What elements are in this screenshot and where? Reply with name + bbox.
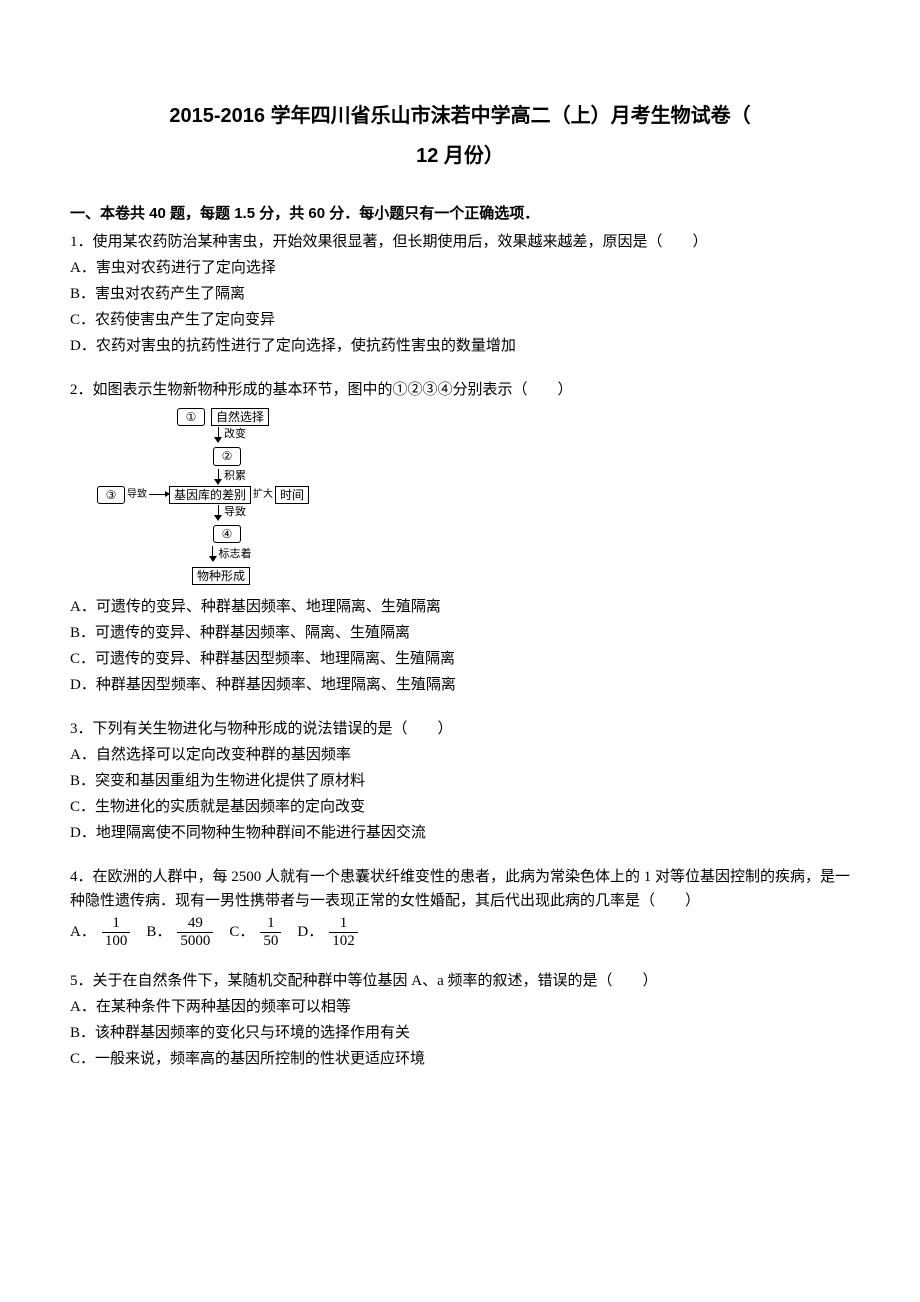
- diagram-box-time: 时间: [275, 486, 309, 504]
- diagram-box-1: ①: [177, 408, 205, 426]
- question-4: 4．在欧洲的人群中，每 2500 人就有一个患囊状纤维变性的患者，此病为常染色体…: [70, 865, 850, 949]
- q4-a-label: A．: [70, 920, 96, 944]
- q4-d-num: 1: [329, 915, 358, 933]
- q1-option-c: C．农药使害虫产生了定向变异: [70, 308, 850, 332]
- q4-a-num: 1: [102, 915, 131, 933]
- q2-option-a: A．可遗传的变异、种群基因频率、地理隔离、生殖隔离: [70, 595, 850, 619]
- q2-option-d: D．种群基因型频率、种群基因频率、地理隔离、生殖隔离: [70, 673, 850, 697]
- q4-d-den: 102: [329, 933, 358, 950]
- question-1: 1．使用某农药防治某种害虫，开始效果很显著，但长期使用后，效果越来越差，原因是（…: [70, 230, 850, 358]
- q2-diagram: ① 自然选择 改变 ② 积累 ③ 导致 基因库的差别 扩大 时间: [88, 408, 850, 587]
- q4-b-den: 5000: [177, 933, 213, 950]
- section-header: 一、本卷共 40 题，每题 1.5 分，共 60 分．每小题只有一个正确选项．: [70, 202, 850, 226]
- q4-c-label: C．: [229, 920, 254, 944]
- q1-option-b: B．害虫对农药产生了隔离: [70, 282, 850, 306]
- q3-option-d: D．地理隔离使不同物种生物种群间不能进行基因交流: [70, 821, 850, 845]
- diagram-label-accumulate: 积累: [224, 468, 246, 486]
- question-2: 2．如图表示生物新物种形成的基本环节，图中的①②③④分别表示（ ） ① 自然选择…: [70, 378, 850, 697]
- q4-c-fraction: 1 50: [260, 915, 281, 949]
- q3-option-c: C．生物进化的实质就是基因频率的定向改变: [70, 795, 850, 819]
- diagram-box-natural-selection: 自然选择: [211, 408, 269, 426]
- question-3: 3．下列有关生物进化与物种形成的说法错误的是（ ） A．自然选择可以定向改变种群…: [70, 717, 850, 845]
- q2-option-b: B．可遗传的变异、种群基因频率、隔离、生殖隔离: [70, 621, 850, 645]
- diagram-box-gene-pool: 基因库的差别: [169, 486, 251, 504]
- q1-option-a: A．害虫对农药进行了定向选择: [70, 256, 850, 280]
- q4-a-fraction: 1 100: [102, 915, 131, 949]
- diagram-label-lead-down: 导致: [224, 504, 246, 522]
- q2-stem: 2．如图表示生物新物种形成的基本环节，图中的①②③④分别表示（ ）: [70, 378, 850, 402]
- diagram-label-change: 改变: [224, 426, 246, 444]
- diagram-box-4: ④: [213, 525, 241, 543]
- q4-c-num: 1: [260, 915, 281, 933]
- q3-option-a: A．自然选择可以定向改变种群的基因频率: [70, 743, 850, 767]
- q3-option-b: B．突变和基因重组为生物进化提供了原材料: [70, 769, 850, 793]
- q3-stem: 3．下列有关生物进化与物种形成的说法错误的是（ ）: [70, 717, 850, 741]
- q5-option-c: C．一般来说，频率高的基因所控制的性状更适应环境: [70, 1047, 850, 1071]
- q2-option-c: C．可遗传的变异、种群基因型频率、地理隔离、生殖隔离: [70, 647, 850, 671]
- q1-option-d: D．农药对害虫的抗药性进行了定向选择，使抗药性害虫的数量增加: [70, 334, 850, 358]
- diagram-box-2: ②: [213, 447, 241, 465]
- q4-b-num: 49: [177, 915, 213, 933]
- diagram-box-3: ③: [97, 486, 125, 504]
- q4-stem: 4．在欧洲的人群中，每 2500 人就有一个患囊状纤维变性的患者，此病为常染色体…: [70, 865, 850, 913]
- arrow-right-icon: [149, 494, 169, 495]
- q4-option-a: A． 1 100: [70, 915, 132, 949]
- q5-option-a: A．在某种条件下两种基因的频率可以相等: [70, 995, 850, 1019]
- q4-c-den: 50: [260, 933, 281, 950]
- q4-d-label: D．: [297, 920, 323, 944]
- q4-b-label: B．: [146, 920, 171, 944]
- exam-title-line2: 12 月份）: [70, 140, 850, 172]
- q4-option-c: C． 1 50: [229, 915, 283, 949]
- exam-title-line1: 2015-2016 学年四川省乐山市沫若中学高二（上）月考生物试卷（: [70, 100, 850, 132]
- q4-option-d: D． 1 102: [297, 915, 359, 949]
- q5-option-b: B．该种群基因频率的变化只与环境的选择作用有关: [70, 1021, 850, 1045]
- diagram-label-lead-left: 导致: [127, 487, 147, 503]
- q4-a-den: 100: [102, 933, 131, 950]
- q1-stem: 1．使用某农药防治某种害虫，开始效果很显著，但长期使用后，效果越来越差，原因是（…: [70, 230, 850, 254]
- q4-option-b: B． 49 5000: [146, 915, 215, 949]
- diagram-label-mark: 标志着: [219, 546, 252, 564]
- question-5: 5．关于在自然条件下，某随机交配种群中等位基因 A、a 频率的叙述，错误的是（ …: [70, 969, 850, 1071]
- diagram-label-expand: 扩大: [253, 487, 273, 503]
- diagram-box-species: 物种形成: [192, 567, 250, 585]
- q5-stem: 5．关于在自然条件下，某随机交配种群中等位基因 A、a 频率的叙述，错误的是（ …: [70, 969, 850, 993]
- q4-b-fraction: 49 5000: [177, 915, 213, 949]
- q4-d-fraction: 1 102: [329, 915, 358, 949]
